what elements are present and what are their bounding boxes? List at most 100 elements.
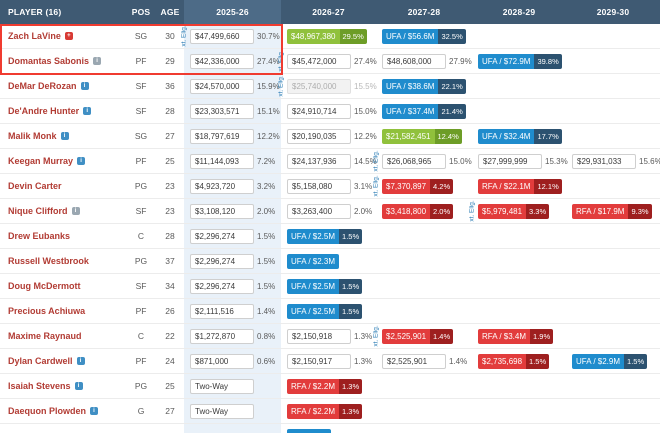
badge-percentage: 2.0%: [430, 203, 454, 219]
player-position: SF: [135, 206, 147, 216]
salary-badge-red: $2,735,698 1.5%: [478, 353, 550, 369]
salary-cell-2029-30: [566, 74, 660, 98]
salary-cell-2027-28: $2,525,901 1.4%: [376, 349, 472, 373]
info-icon[interactable]: i: [77, 157, 86, 165]
salary-value-box: $23,303,571: [190, 103, 254, 119]
badge-percentage: 1.3%: [339, 378, 363, 394]
player-name-link[interactable]: Russell Westbrook: [8, 256, 89, 266]
player-position: SF: [135, 81, 147, 91]
note-icon[interactable]: i: [93, 57, 102, 65]
salary-cell-2025-26: Two-Way: [184, 374, 281, 398]
salary-cell-2025-26: $871,000 0.6%: [184, 349, 281, 373]
salary-cell-2027-28: [376, 249, 472, 273]
cap-percentage: 27.4%: [354, 56, 377, 66]
salary-cell-2029-30: [566, 324, 660, 348]
salary-cell-2025-26: $2,296,274 1.5%: [184, 274, 281, 298]
player-position: PF: [135, 306, 147, 316]
salary-cell-2025-26: Two-Way: [184, 399, 281, 423]
salary-cell-2028-29: RFA / $22.1M 12.1%: [472, 174, 566, 198]
player-name-link[interactable]: Devin Carter: [8, 181, 62, 191]
player-name-link[interactable]: Zach LaVine: [8, 31, 61, 41]
cap-percentage: 14.5%: [354, 156, 377, 166]
info-icon[interactable]: i: [80, 82, 89, 90]
column-header-player-16[interactable]: PLAYER (16): [8, 7, 62, 17]
salary-badge-red: RFA / $2.2M 1.3%: [287, 378, 363, 394]
two-way-icon[interactable]: i: [74, 382, 83, 390]
salary-badge-blue: UFA / $2.9M 1.5%: [572, 353, 648, 369]
player-name-link[interactable]: Keegan Murray: [8, 156, 74, 166]
badge-value: RFA / $2.2M: [287, 378, 340, 394]
column-header-2025-26[interactable]: 2025-26: [184, 0, 281, 24]
salary-badge-red: RFA / $17.9M 9.3%: [572, 203, 652, 219]
player-age: 27: [165, 131, 175, 141]
player-position: C: [137, 231, 145, 241]
salary-badge-red: $5,979,481 3.3%: [478, 203, 550, 219]
salary-value-box: $47,499,660: [190, 28, 254, 44]
cap-percentage: 1.4%: [449, 356, 468, 366]
player-name-link[interactable]: Precious Achiuwa: [8, 306, 86, 316]
salary-cell-2025-26: $3,108,120 2.0%: [184, 199, 281, 223]
salary-cell-2026-27: RFA / $2.2M 1.3%: [281, 374, 376, 398]
player-name-link[interactable]: Maxime Raynaud: [8, 331, 82, 341]
info-icon[interactable]: i: [60, 132, 69, 140]
badge-value: UFA / $2.5M: [287, 228, 340, 244]
salary-value-box: $24,910,714: [287, 103, 351, 119]
column-header-age[interactable]: AGE: [160, 7, 180, 17]
badge-value: UFA / $37.4M: [382, 103, 439, 119]
salary-cell-2027-28: UFA / $56.6M 32.5%: [376, 24, 472, 48]
salary-cell-2029-30: [566, 224, 660, 248]
salary-cell-2029-30: [566, 274, 660, 298]
player-name-link[interactable]: Nique Clifford: [8, 206, 68, 216]
two-way-icon[interactable]: i: [90, 407, 99, 415]
salary-cell-2027-28: [376, 299, 472, 323]
player-name-link[interactable]: Isaiah Stevens: [8, 381, 71, 391]
badge-percentage: 1.5%: [339, 278, 363, 294]
salary-cell-2027-28: xt. Elig. $2,525,901 1.4%: [373, 324, 472, 348]
player-age: 36: [165, 81, 175, 91]
table-row: Drew Eubanks C 28 $2,296,274 1.5% UFA / $…: [0, 224, 660, 249]
player-cell: Malik Monk i: [0, 124, 126, 148]
cap-percentage: 30.7%: [257, 31, 280, 41]
badge-value: UFA / $2.9M: [572, 353, 625, 369]
cap-percentage: 27.4%: [257, 56, 280, 66]
player-name-link[interactable]: Doug McDermott: [8, 281, 81, 291]
player-name-link[interactable]: DeMar DeRozan: [8, 81, 77, 91]
salary-value-box: $2,296,274: [190, 278, 254, 294]
salary-cell-2025-26: $2,296,274 1.5%: [184, 249, 281, 273]
column-header-2027-28[interactable]: 2027-28: [407, 7, 441, 17]
salary-cell-2029-30: [566, 424, 660, 433]
salary-value-box: $2,150,917: [287, 353, 351, 369]
salary-badge-red: RFA / $22.1M 12.1%: [478, 178, 562, 194]
player-cell: Zach LaVine +: [0, 24, 126, 48]
player-name-link[interactable]: Daequon Plowden: [8, 406, 87, 416]
injury-icon[interactable]: +: [64, 32, 73, 40]
column-header-2029-30[interactable]: 2029-30: [596, 7, 630, 17]
table-row: Doug McDermott SF 34 $2,296,274 1.5% UFA …: [0, 274, 660, 299]
player-name-link[interactable]: Dylan Cardwell: [8, 356, 73, 366]
note-icon[interactable]: i: [71, 207, 80, 215]
player-name-link[interactable]: Malik Monk: [8, 131, 57, 141]
salary-cell-2029-30: [566, 99, 660, 123]
salary-badge-blue: UFA / $56.6M 32.5%: [382, 28, 466, 44]
cap-percentage: 15.1%: [257, 106, 280, 116]
column-header-2026-27[interactable]: 2026-27: [312, 7, 345, 17]
player-age: 23: [165, 181, 175, 191]
table-row: Maxime Raynaud C 22 $1,272,870 0.8% $2,15…: [0, 324, 660, 349]
badge-value: $21,582,451: [382, 128, 435, 144]
info-icon[interactable]: i: [83, 107, 92, 115]
salary-cell-2025-26: $18,797,619 12.2%: [184, 124, 281, 148]
column-header-2028-29[interactable]: 2028-29: [502, 7, 536, 17]
player-name-link[interactable]: Drew Eubanks: [8, 231, 71, 241]
badge-value: RFA / $2.2M: [287, 403, 340, 419]
player-name-link[interactable]: Domantas Sabonis: [8, 56, 90, 66]
cap-percentage: 1.5%: [257, 231, 276, 241]
column-header-pos[interactable]: POS: [131, 7, 151, 17]
salary-cell-2028-29: [472, 374, 566, 398]
player-cell: Devin Carter: [0, 174, 126, 198]
player-name-link[interactable]: De'Andre Hunter: [8, 106, 80, 116]
player-position: PF: [135, 356, 147, 366]
badge-value: UFA / $2.5M: [287, 278, 340, 294]
salary-value-box: $2,111,516: [190, 303, 254, 319]
salary-cell-2025-26: xt. Elig. $47,499,660 30.7%: [181, 24, 281, 48]
info-icon[interactable]: i: [76, 357, 85, 365]
